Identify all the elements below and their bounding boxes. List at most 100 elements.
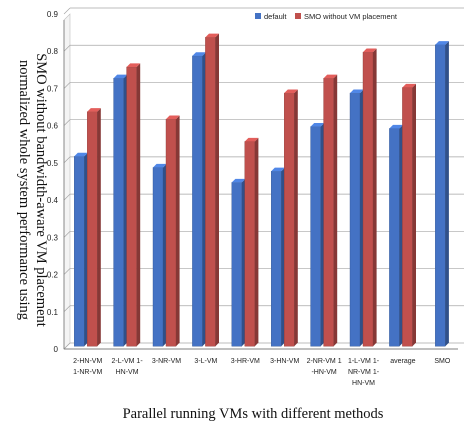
bar-smo-without-vm-placement [205,37,216,347]
x-tick-label: SMO [434,358,451,365]
bar-side [176,115,180,347]
bar-default [435,44,446,347]
gridline-side [63,268,71,275]
bar-side [333,74,338,347]
bar-top [192,52,206,56]
bar-top [350,89,364,94]
gridline-side [63,119,71,126]
bar-side [136,63,141,347]
y-tick-label: 0.2 [47,271,59,280]
gridline-side [63,82,71,89]
gridline-side [63,7,71,15]
legend-label: SMO without VM placement [304,12,398,21]
legend-swatch [255,13,261,19]
y-tick-label: 0.9 [47,10,59,19]
x-tick-label: 2-HN-VM 1-NR-VM [73,358,102,376]
gridline-side [63,342,71,350]
bar-smo-without-vm-placement [165,118,177,347]
x-tick-label: 1-L-VM 1-NR-VM 1-HN-VM [348,358,380,387]
y-tick-label: 0.3 [47,233,59,242]
y-tick-label: 0.5 [47,159,59,168]
bar-top [87,108,101,112]
bar-smo-without-vm-placement [284,92,295,347]
x-tick-label: average [390,358,415,365]
bar-smo-without-vm-placement [323,77,334,347]
bar-smo-without-vm-placement [244,141,256,347]
bar-side [215,33,219,347]
x-tick-label: 2-NR-VM 1 -HN-VM [307,358,342,376]
bar-side [281,167,285,347]
x-tick-label: 3-HN-VM [270,358,299,365]
bar-side [84,152,88,347]
bar-side [202,52,206,347]
y-tick-label: 0.8 [47,47,59,56]
bar-top [363,48,377,53]
x-tick-label: 2-L-VM 1-HN-VM [112,358,144,376]
bar-default [192,55,203,347]
bar-top [284,89,298,94]
x-tick-label: 3-L-VM [194,358,217,365]
bar-side [412,83,416,347]
gridline-side [63,305,71,313]
bar-smo-without-vm-placement [362,51,374,347]
y-axis-title: normalized whole system performance usin… [16,53,49,327]
bar-side [97,108,101,347]
bar-smo-without-vm-placement [126,66,137,347]
bar-smo-without-vm-placement [86,111,98,347]
bar-side [123,74,128,347]
bar-top [113,74,128,79]
axes [63,20,458,350]
bar-top [205,33,219,38]
bar-side [241,178,246,347]
y-tick-label: 0.4 [47,196,59,205]
bar-top [389,124,403,129]
bar-top [153,163,167,168]
labels: 0 0.1 0.2 0.3 0.4 0.5 0.6 0.7 0.8 0.9 2-HN-VM 1-NR-… [47,10,451,387]
gridline-side [63,193,71,201]
bar-side [163,163,167,347]
bar-top [74,152,88,157]
bar-default [73,156,85,347]
x-tick-label: 3-HR-VM [231,358,260,365]
bar-top [244,137,259,142]
legend-label: default [264,12,287,21]
legend-swatch [295,13,301,19]
y-tick-label: 0 [54,345,59,354]
bar-default [113,77,124,347]
bar-top [271,167,285,172]
y-tick-label: 0.1 [47,308,59,317]
bar-side [320,122,325,347]
bar-default [389,128,400,347]
legend: default SMO without VM placement [255,12,398,21]
bar-top [402,83,416,88]
y-tick-label: 0.7 [47,84,59,93]
bar-side [254,137,259,347]
bar-side [445,41,449,347]
x-axis-title: Parallel running VMs with different meth… [123,406,384,422]
bar-top [231,178,246,183]
bar-side [399,124,403,347]
bars [73,33,449,347]
bar-top [126,63,141,68]
y-axis-title-line: normalized whole system performance usin… [16,60,32,320]
bar-top [166,115,180,120]
x-tick-label: 3-NR-VM [152,358,181,365]
bar-smo-without-vm-placement [402,87,413,347]
bar-top [323,74,338,79]
bar-side [360,89,364,347]
bar-side [373,48,377,347]
y-tick-label: 0.6 [47,122,59,131]
gridline-side [63,231,71,238]
gridline-side [63,156,71,164]
bar-top [435,41,449,45]
gridline-side [63,44,71,52]
bar-default [310,126,321,347]
side-wall [63,13,71,350]
bar-default [231,182,243,347]
bar-default [271,171,282,347]
bar-default [349,92,361,347]
bar-top [310,122,325,127]
y-axis-title-line: SMO without bandwidth-aware VM placement [33,53,49,327]
